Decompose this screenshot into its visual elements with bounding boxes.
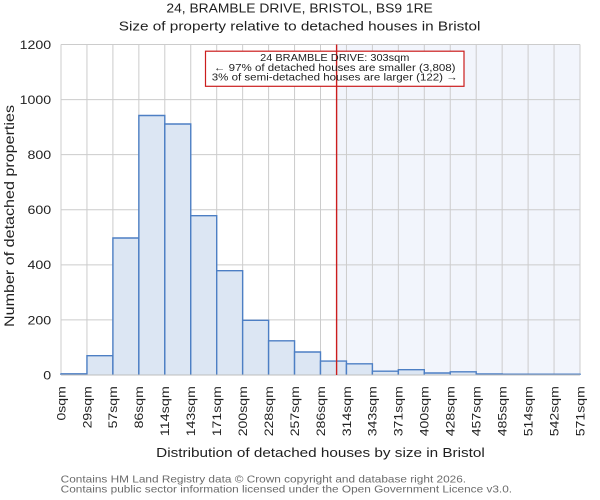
svg-text:Number of detached properties: Number of detached properties <box>2 105 17 327</box>
svg-text:86sqm: 86sqm <box>132 386 146 428</box>
svg-text:457sqm: 457sqm <box>470 386 484 436</box>
svg-text:24 BRAMBLE DRIVE: 303sqm: 24 BRAMBLE DRIVE: 303sqm <box>260 53 409 64</box>
svg-text:143sqm: 143sqm <box>184 386 198 436</box>
svg-text:800: 800 <box>28 148 52 162</box>
svg-text:← 97% of detached houses are s: ← 97% of detached houses are smaller (3,… <box>214 63 456 74</box>
svg-text:Contains public sector informa: Contains public sector information licen… <box>61 485 512 496</box>
svg-text:228sqm: 228sqm <box>262 386 276 436</box>
svg-text:24, BRAMBLE DRIVE, BRISTOL, BS: 24, BRAMBLE DRIVE, BRISTOL, BS9 1RE <box>166 2 432 16</box>
svg-text:3% of semi-detached houses are: 3% of semi-detached houses are larger (1… <box>212 73 458 84</box>
svg-text:57sqm: 57sqm <box>106 386 120 428</box>
svg-text:29sqm: 29sqm <box>80 386 94 428</box>
svg-text:0: 0 <box>43 368 51 382</box>
svg-text:Distribution of detached house: Distribution of detached houses by size … <box>156 446 485 460</box>
svg-text:400sqm: 400sqm <box>418 386 432 436</box>
svg-text:428sqm: 428sqm <box>444 386 458 436</box>
svg-text:286sqm: 286sqm <box>314 386 328 436</box>
svg-text:343sqm: 343sqm <box>366 386 380 436</box>
svg-text:0sqm: 0sqm <box>54 386 68 420</box>
svg-text:Size of property relative to d: Size of property relative to detached ho… <box>119 19 481 33</box>
svg-text:257sqm: 257sqm <box>288 386 302 436</box>
svg-text:371sqm: 371sqm <box>392 386 406 436</box>
svg-text:Contains HM Land Registry data: Contains HM Land Registry data © Crown c… <box>61 475 466 486</box>
svg-text:1200: 1200 <box>20 38 52 52</box>
svg-text:514sqm: 514sqm <box>521 386 535 436</box>
svg-text:485sqm: 485sqm <box>495 386 509 436</box>
svg-text:200: 200 <box>28 313 52 327</box>
svg-text:1000: 1000 <box>20 93 52 107</box>
svg-text:542sqm: 542sqm <box>547 386 561 436</box>
svg-text:571sqm: 571sqm <box>573 386 587 436</box>
svg-text:200sqm: 200sqm <box>236 386 250 436</box>
svg-text:171sqm: 171sqm <box>210 386 224 436</box>
svg-text:114sqm: 114sqm <box>158 386 172 436</box>
svg-text:314sqm: 314sqm <box>340 386 354 436</box>
svg-text:400: 400 <box>28 258 52 272</box>
svg-text:600: 600 <box>28 203 52 217</box>
